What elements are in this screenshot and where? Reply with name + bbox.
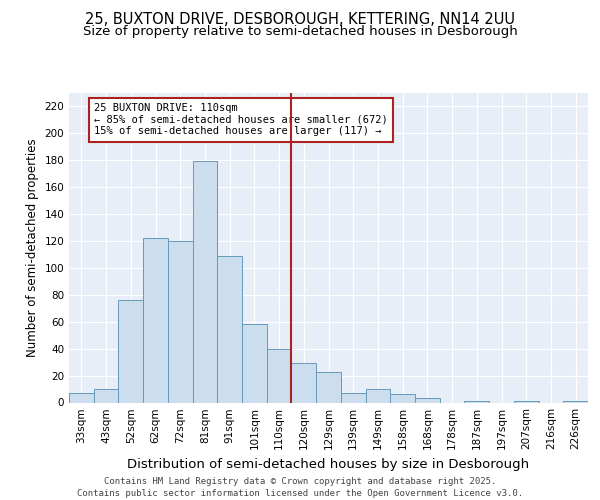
Bar [341, 393, 365, 402]
Bar [464, 401, 489, 402]
Y-axis label: Number of semi-detached properties: Number of semi-detached properties [26, 138, 39, 357]
Bar [563, 401, 588, 402]
Bar [316, 372, 341, 402]
Bar [415, 398, 440, 402]
Text: Contains HM Land Registry data © Crown copyright and database right 2025.
Contai: Contains HM Land Registry data © Crown c… [77, 476, 523, 498]
Text: 25 BUXTON DRIVE: 110sqm
← 85% of semi-detached houses are smaller (672)
15% of s: 25 BUXTON DRIVE: 110sqm ← 85% of semi-de… [94, 104, 388, 136]
Bar [143, 238, 168, 402]
Bar [69, 393, 94, 402]
Bar [118, 300, 143, 402]
Bar [217, 256, 242, 402]
X-axis label: Distribution of semi-detached houses by size in Desborough: Distribution of semi-detached houses by … [127, 458, 530, 471]
Text: 25, BUXTON DRIVE, DESBOROUGH, KETTERING, NN14 2UU: 25, BUXTON DRIVE, DESBOROUGH, KETTERING,… [85, 12, 515, 28]
Bar [390, 394, 415, 402]
Bar [514, 401, 539, 402]
Bar [193, 161, 217, 402]
Bar [292, 364, 316, 403]
Bar [242, 324, 267, 402]
Bar [267, 348, 292, 403]
Text: Size of property relative to semi-detached houses in Desborough: Size of property relative to semi-detach… [83, 25, 517, 38]
Bar [168, 241, 193, 402]
Bar [365, 389, 390, 402]
Bar [94, 389, 118, 402]
